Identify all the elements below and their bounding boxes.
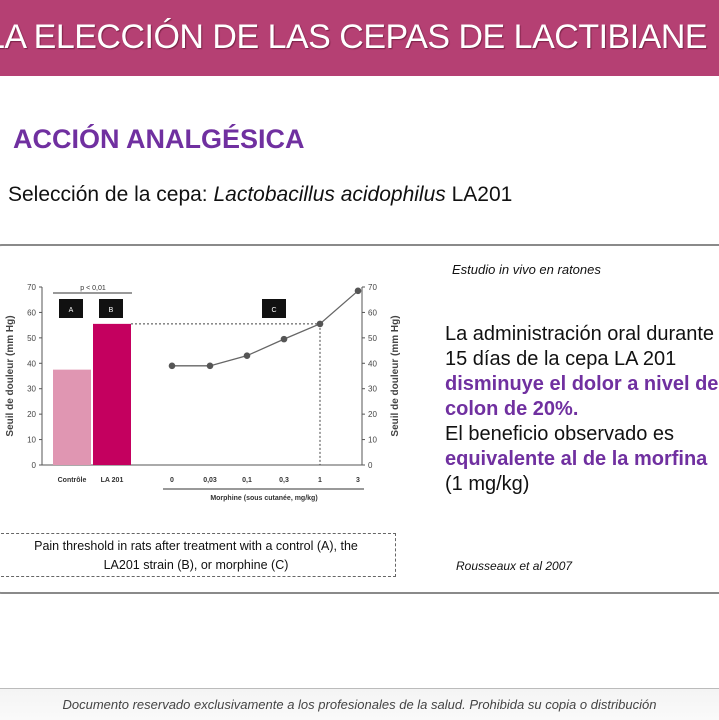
y-tick-label-right: 20 [368, 410, 377, 419]
y-tick-label-left: 60 [27, 308, 36, 317]
y-tick-label-left: 30 [27, 385, 36, 394]
strain-name: LA201 [445, 183, 513, 206]
x-axis-label: Morphine (sous cutanée, mg/kg) [210, 495, 317, 502]
body-line: El beneficio observado es [445, 423, 675, 445]
y-tick-label-right: 60 [368, 308, 377, 317]
x-dose-label: 1 [318, 477, 322, 484]
body-line: 15 días de la cepa LA 201 [445, 348, 677, 370]
y-tick-label-left: 0 [32, 461, 37, 470]
morphine-line [172, 290, 359, 367]
y-tick-label-right: 50 [368, 334, 377, 343]
subtitle-prefix: Selección de la cepa: [8, 183, 214, 206]
group-label: A [69, 307, 74, 314]
y-axis-label-right: Seuil de douleur (mm Hg) [390, 315, 400, 436]
x-dose-label: 0,03 [203, 477, 217, 484]
y-tick-label-left: 40 [27, 359, 36, 368]
x-category-label: LA 201 [101, 477, 124, 484]
slide-title: LA ELECCIÓN DE LAS CEPAS DE LACTIBIANE I… [0, 18, 719, 56]
bar-contrôle [53, 369, 91, 465]
y-tick-label-left: 50 [27, 334, 36, 343]
species-name: Lactobacillus acidophilus [213, 183, 446, 206]
morphine-point [168, 362, 176, 370]
footer: Documento reservado exclusivamente a los… [0, 688, 719, 720]
caption-line: LA201 strain (B), or morphine (C) [103, 558, 289, 572]
subtitle: Selección de la cepa: Lactobacillus acid… [8, 183, 512, 207]
x-dose-label: 0 [170, 477, 174, 484]
group-label: B [109, 307, 114, 314]
y-tick-label-right: 10 [368, 436, 377, 445]
x-category-label: Contrôle [58, 477, 87, 484]
y-tick-label-right: 0 [368, 461, 373, 470]
body-line-highlight: equivalente al de la morfina [445, 448, 708, 470]
x-dose-label: 3 [356, 477, 360, 484]
result-text: La administración oral durante 15 días d… [445, 322, 719, 497]
y-tick-label-left: 10 [27, 436, 36, 445]
x-dose-label: 0,3 [279, 477, 289, 484]
body-line-highlight: disminuye el dolor a nivel del [445, 373, 719, 395]
morphine-point [280, 335, 288, 343]
morphine-point [206, 362, 214, 370]
y-tick-label-right: 40 [368, 359, 377, 368]
body-line: La administración oral durante [445, 323, 715, 345]
group-label: C [271, 307, 276, 314]
y-tick-label-right: 30 [368, 385, 377, 394]
group-label-box [59, 299, 83, 318]
significance-label: p < 0,01 [80, 285, 106, 292]
y-tick-label-right: 70 [368, 283, 377, 292]
body-line: (1 mg/kg) [445, 473, 530, 495]
reference: Rousseaux et al 2007 [456, 559, 573, 573]
y-tick-label-left: 70 [27, 283, 36, 292]
bar-la201 [93, 323, 131, 465]
morphine-point [316, 320, 324, 328]
section-title: ACCIÓN ANALGÉSICA [13, 124, 305, 154]
caption-line: Pain threshold in rats after treatment w… [34, 539, 358, 553]
group-label-box [262, 299, 286, 318]
body-line-highlight: colon de 20%. [445, 398, 579, 420]
y-axis-label-left: Seuil de douleur (mm Hg) [5, 315, 16, 436]
group-label-box [99, 299, 123, 318]
figure-caption: Pain threshold in rats after treatment w… [0, 533, 396, 577]
morphine-point [354, 287, 362, 295]
content-panel [0, 244, 719, 594]
y-tick-label-left: 20 [27, 410, 36, 419]
header-banner: LA ELECCIÓN DE LAS CEPAS DE LACTIBIANE I… [0, 0, 719, 76]
study-note: Estudio in vivo en ratones [452, 262, 601, 277]
x-dose-label: 0,1 [242, 477, 252, 484]
footer-disclaimer: Documento reservado exclusivamente a los… [62, 697, 657, 712]
morphine-point [243, 352, 251, 359]
